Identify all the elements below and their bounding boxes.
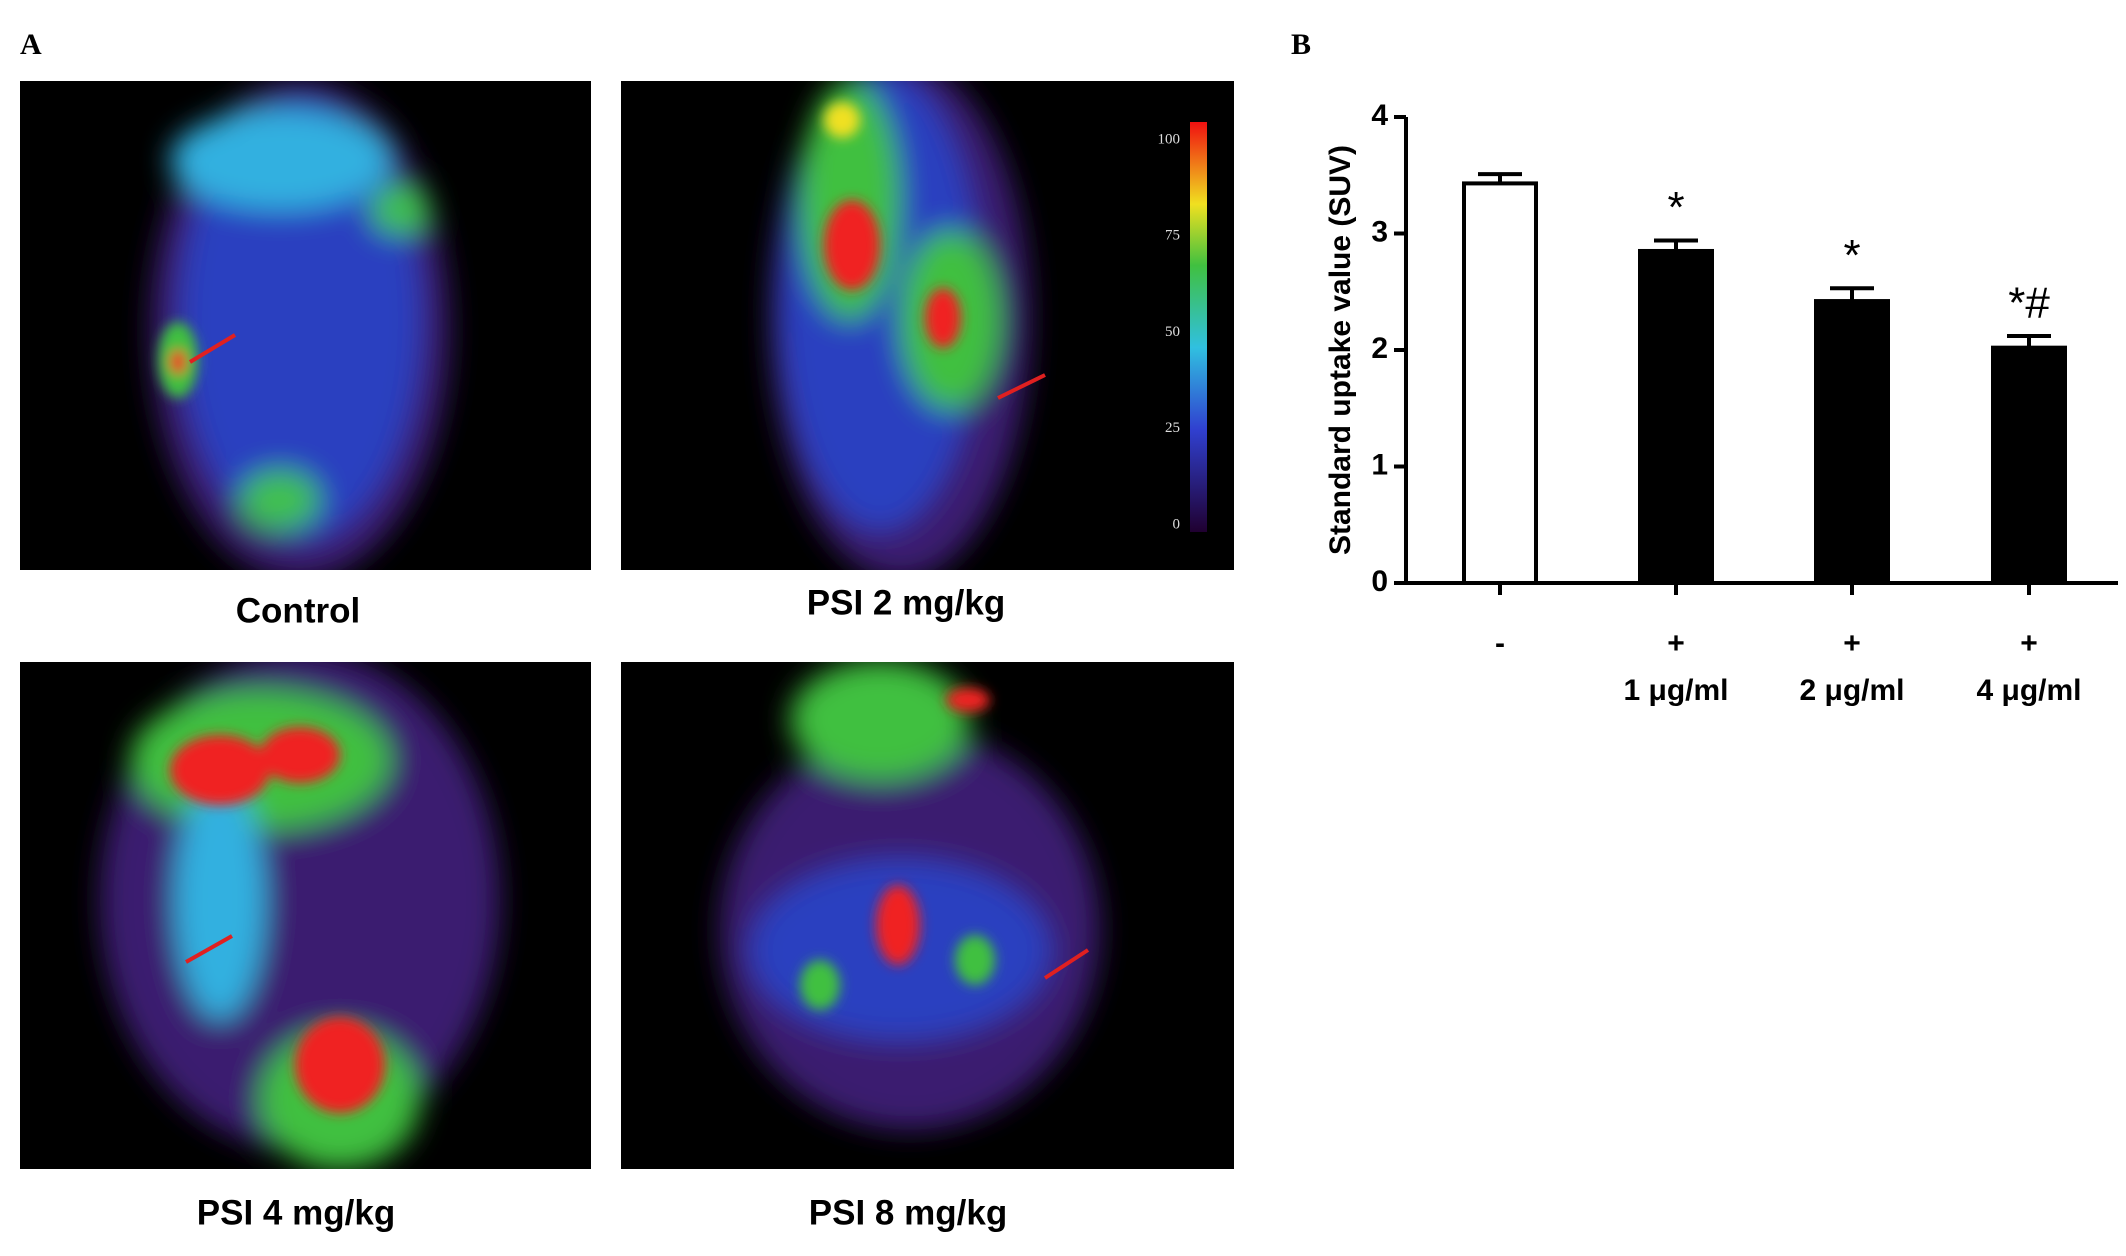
image-caption: PSI 4 mg/kg — [197, 1193, 395, 1232]
x-tick-label: - — [1495, 627, 1505, 660]
panel-label: A — [20, 28, 42, 61]
y-axis-label: Standard uptake value (SUV) — [1324, 145, 1357, 555]
bar — [1991, 345, 2067, 586]
significance-mark: *# — [2008, 279, 2050, 328]
x-tick-label: + — [1667, 627, 1685, 660]
pet-image — [20, 662, 591, 1169]
colorbar-tick-label: 25 — [1165, 420, 1180, 436]
colorbar — [1190, 122, 1207, 532]
bar — [1814, 299, 1890, 585]
image-caption: PSI 2 mg/kg — [807, 583, 1005, 622]
pet-image — [621, 81, 1234, 570]
pet-image — [621, 662, 1234, 1169]
image-caption: Control — [236, 591, 360, 630]
bar — [1462, 181, 1538, 585]
x-tick-sublabel: 2 μg/ml — [1799, 674, 1904, 707]
colorbar-tick-label: 75 — [1165, 228, 1180, 244]
y-tick-label: 1 — [1371, 448, 1388, 481]
significance-mark: * — [1667, 183, 1684, 232]
x-tick-sublabel: 4 μg/ml — [1976, 674, 2081, 707]
colorbar-tick-label: 100 — [1158, 131, 1181, 147]
colorbar-tick-label: 0 — [1173, 516, 1181, 532]
y-tick-label: 4 — [1371, 99, 1388, 132]
y-tick-label: 0 — [1371, 565, 1388, 598]
image-caption: PSI 8 mg/kg — [809, 1193, 1007, 1232]
y-tick-label: 2 — [1371, 332, 1388, 365]
bar — [1638, 248, 1714, 585]
x-tick-label: + — [1843, 627, 1861, 660]
panel-label: B — [1291, 28, 1311, 61]
x-tick-label: + — [2020, 627, 2038, 660]
pet-image — [20, 81, 591, 570]
y-tick-label: 3 — [1371, 215, 1388, 248]
colorbar-tick-label: 50 — [1165, 324, 1180, 340]
x-tick-sublabel: 1 μg/ml — [1623, 674, 1728, 707]
significance-mark: * — [1843, 231, 1860, 280]
